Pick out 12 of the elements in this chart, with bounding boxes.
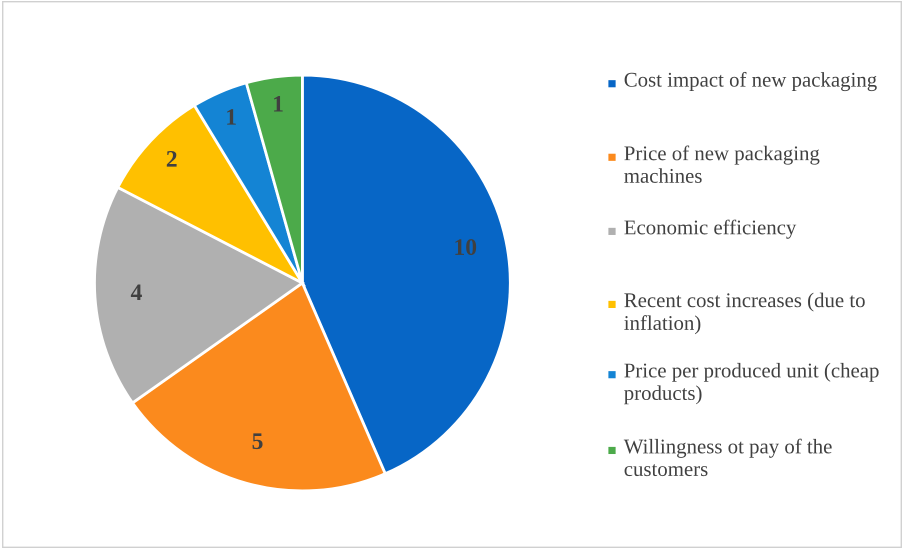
data-label: 1 bbox=[274, 96, 283, 112]
legend-label: Cost impact of new packaging bbox=[624, 72, 877, 92]
data-label: 4 bbox=[130, 284, 142, 300]
legend-label: Recent cost increases (due to inflation) bbox=[624, 292, 865, 334]
legend-label: Willingness ot pay of the customers bbox=[624, 438, 832, 476]
data-label: 2 bbox=[166, 151, 177, 167]
legend-label: Economic efficiency bbox=[624, 220, 796, 239]
data-label: 10 bbox=[455, 239, 476, 256]
legend-label: Price of new packaging machines bbox=[624, 145, 820, 183]
data-label: 1 bbox=[227, 109, 236, 125]
legend-label: Price per produced unit (cheap products) bbox=[624, 362, 879, 404]
data-label: 5 bbox=[252, 433, 263, 450]
